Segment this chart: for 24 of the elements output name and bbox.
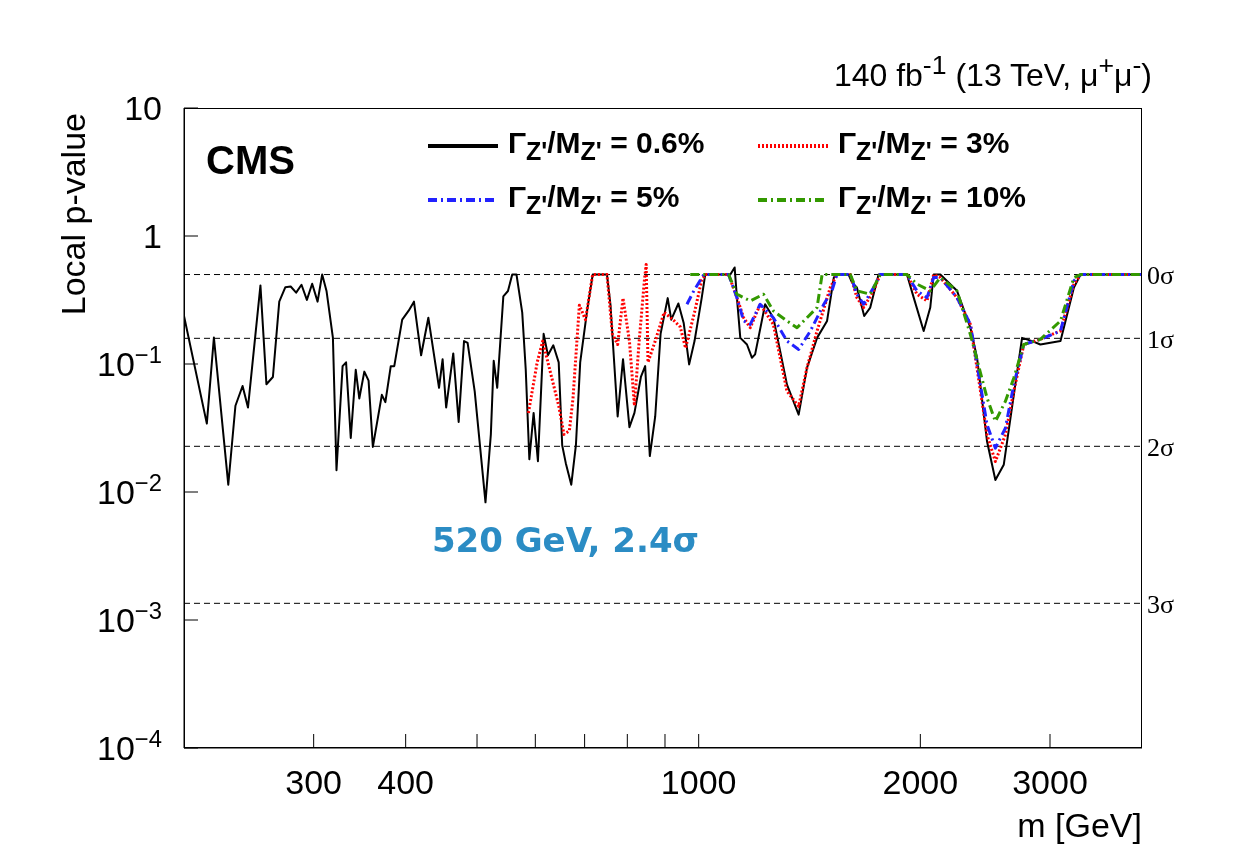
legend-label: Γ$_{Z'}$/M$_{Z'}$ = 0.6% [508,126,705,166]
ref-line-label: 0σ [1147,260,1175,290]
x-tick-label: 1000 [660,763,737,801]
x-tick-label: 2000 [882,763,959,801]
x-tick-label: 300 [285,763,343,801]
y-tick-label: 10$^{−1}$ [97,340,162,383]
ref-line-label: 2σ [1147,432,1175,462]
legend-label: Γ$_{Z'}$/M$_{Z'}$ = 3% [838,126,1010,166]
legend-label: Γ$_{Z'}$/M$_{Z'}$ = 5% [508,180,680,220]
x-axis-title: m [GeV] [1017,806,1142,845]
y-tick-label: 10$^{−2}$ [97,468,162,511]
y-tick-label: 10$^{−3}$ [97,596,162,639]
ref-line-label: 3σ [1147,589,1175,619]
legend-label: Γ$_{Z'}$/M$_{Z'}$ = 10% [838,180,1027,220]
y-tick-label: 10$^{−4}$ [97,724,162,767]
annotation: 520 GeV, 2.4σ [431,520,700,561]
y-axis-title: Local p-value [54,113,93,316]
y-tick-label: 10 [124,89,162,127]
y-tick-label: 1 [143,217,162,255]
x-tick-label: 3000 [1012,763,1088,801]
text: 140 fb$^{-1}$ (13 TeV, μ$^{+}$μ$^{-}$) [833,50,1152,94]
x-tick-label: 400 [377,763,435,801]
annotation: CMS [206,138,295,183]
ref-line-label: 1σ [1147,324,1175,354]
